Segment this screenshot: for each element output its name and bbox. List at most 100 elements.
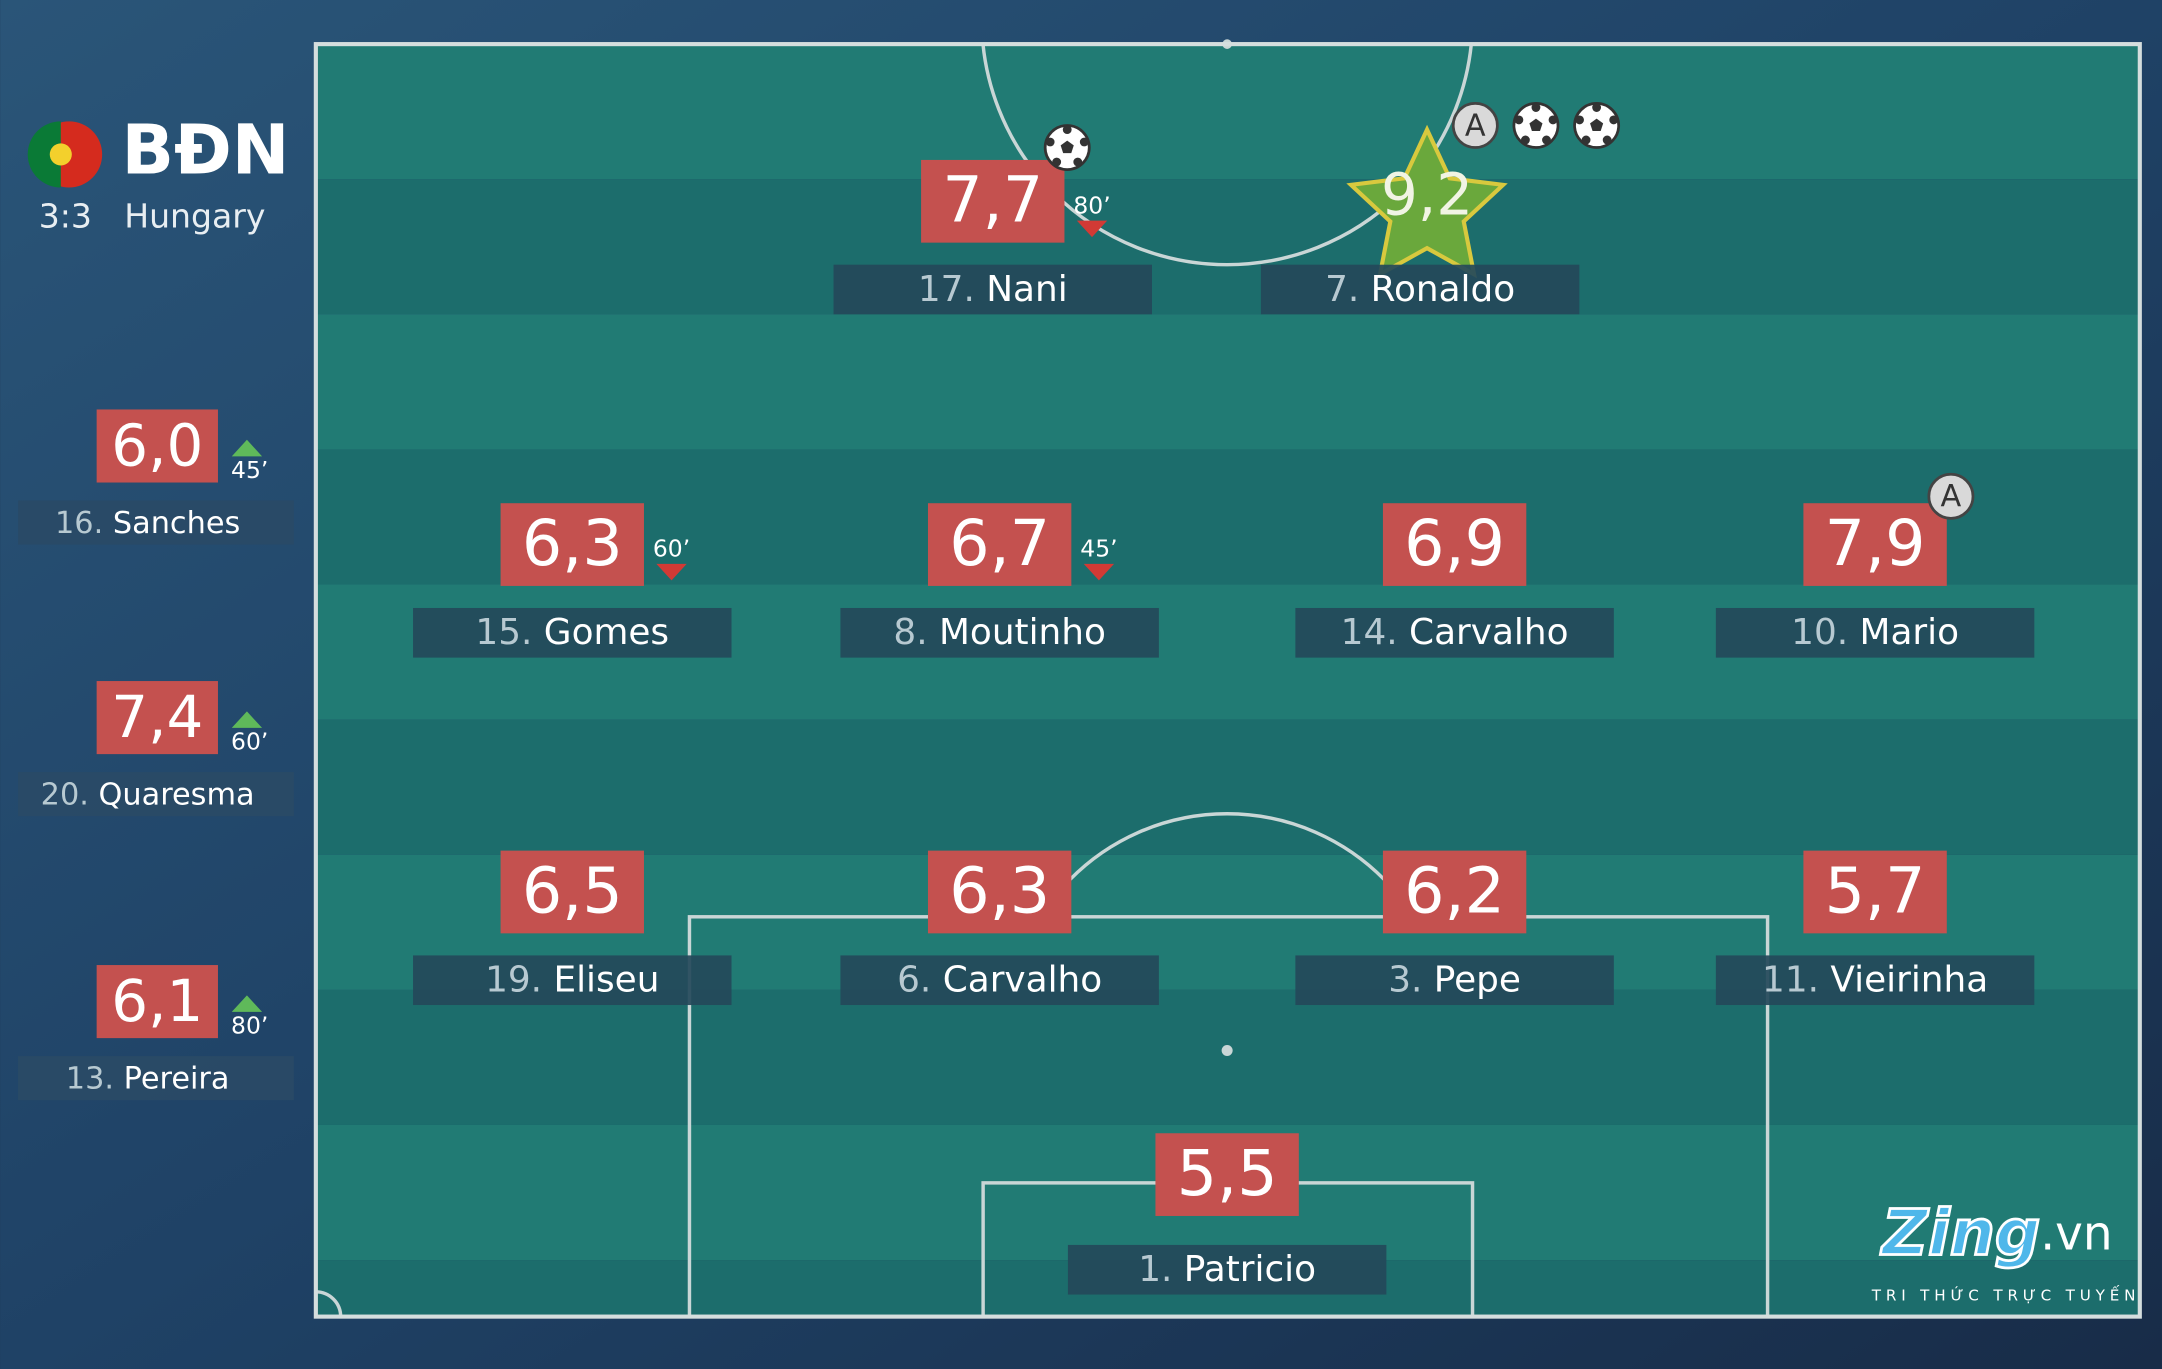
player: 6,2 3. Pepe: [1295, 850, 1614, 1006]
ball-patch: [1052, 157, 1062, 167]
rating: 6,2: [1404, 853, 1505, 927]
assist-icon: [1451, 102, 1499, 149]
rating-box: [927, 503, 1072, 586]
sub-off-arrow: [656, 563, 687, 581]
rating-box: [96, 409, 218, 483]
player-name: Vieirinha: [1830, 960, 1988, 1001]
player: 6,914. Carvalho: [1295, 503, 1614, 658]
logo-text: Zing.vn: [1880, 1195, 2113, 1269]
pitch-stripe: [315, 989, 2140, 1125]
name-bar: [1067, 1244, 1387, 1295]
assist-label: A: [1465, 108, 1486, 143]
goal-icon: [1043, 124, 1091, 171]
rating: 6,7: [949, 506, 1050, 580]
pitch: [315, 44, 2140, 1317]
rating: 5,7: [1825, 853, 1926, 927]
ball-patch: [1521, 135, 1530, 145]
sub-on-arrow: [231, 995, 263, 1012]
player-label: 7. Ronaldo: [1325, 269, 1515, 310]
player-label: 8. Moutinho: [893, 612, 1105, 653]
player-name: Ronaldo: [1371, 269, 1515, 310]
ball-patch: [1542, 135, 1551, 145]
player-number: 8.: [893, 612, 927, 653]
player: 7,9 10. Mario A: [1715, 472, 2035, 658]
player-label: 20. Quaresma: [41, 777, 255, 812]
rating: 6,9: [1404, 506, 1505, 580]
rating-box: [1803, 503, 1947, 586]
ball-patch: [1531, 103, 1541, 112]
sub-minute: 80’: [231, 1012, 268, 1040]
player-name: Pereira: [124, 1061, 230, 1096]
player-name: Carvalho: [943, 960, 1102, 1001]
player-name: Mario: [1860, 612, 1959, 653]
sub-off-arrow: [1076, 220, 1108, 238]
player-number: 17.: [918, 269, 975, 310]
player-label: 15. Gomes: [475, 612, 669, 653]
name-bar: [1295, 607, 1614, 658]
name-bar: [18, 1056, 294, 1101]
ball-patch: [1060, 140, 1074, 154]
player-name: Gomes: [544, 612, 669, 653]
name-bar: [833, 264, 1153, 315]
player-name: Pepe: [1434, 960, 1521, 1001]
team-name: BĐN: [121, 110, 289, 190]
rating-box: [1382, 850, 1527, 934]
penalty-spot: [1221, 1045, 1233, 1057]
logo: Zing.vn TRI THỨC TRỰC TUYẾN: [1871, 1194, 2136, 1305]
player: 7,7 17. Nani 80’: [833, 124, 1153, 315]
player-name: Moutinho: [939, 612, 1106, 653]
player-name: Quaresma: [99, 777, 255, 812]
substitute: 6,0 45’ 16. Sanches: [18, 409, 294, 545]
player-number: 1.: [1138, 1249, 1172, 1290]
player-label: 6. Carvalho: [897, 960, 1102, 1001]
player: 6,3 15. Gomes 60’: [413, 503, 732, 658]
pitch-stripe: [315, 314, 2140, 450]
flag-green: [27, 121, 61, 188]
pitch-border: [313, 42, 2142, 1319]
rating-box: [500, 503, 644, 586]
rating: 7,7: [942, 163, 1043, 237]
rating-box: [1382, 503, 1527, 586]
name-bar: [18, 500, 294, 545]
pitch-stripe: [315, 44, 2140, 180]
rating: 7,9: [1825, 506, 1926, 580]
player-number: 10.: [1791, 612, 1848, 653]
name-bar: [1715, 955, 2035, 1006]
player-name: Nani: [986, 269, 1067, 310]
flag-emblem: [49, 143, 72, 166]
star-badge: [1346, 124, 1508, 279]
rating: 9,2: [1381, 161, 1473, 229]
player-label: 10. Mario: [1791, 612, 1959, 653]
rating-box: [96, 965, 218, 1039]
player-label: 3. Pepe: [1388, 960, 1521, 1001]
name-bar: [1715, 607, 2035, 658]
player-number: 11.: [1762, 960, 1819, 1001]
ball-patch: [1079, 137, 1089, 147]
rating-box: [927, 850, 1072, 934]
logo-brand: Zing: [1880, 1195, 2040, 1269]
player-name: Carvalho: [1409, 612, 1568, 653]
name-bar: [18, 772, 294, 817]
rating: 7,4: [111, 683, 203, 751]
player: 6,7 8. Moutinho 45’: [840, 503, 1159, 658]
sub-minute: 60’: [231, 728, 268, 756]
rating: 6,3: [949, 853, 1050, 927]
rating: 6,0: [111, 412, 203, 480]
player-label: 19. Eliseu: [485, 960, 659, 1001]
goal-icon: [1512, 102, 1560, 149]
sub-off-arrow: [1083, 563, 1115, 581]
sub-minute: 45’: [231, 456, 268, 484]
name-bar: [413, 955, 732, 1006]
player-number: 13.: [66, 1061, 114, 1096]
rating-box: [1155, 1133, 1299, 1216]
player-label: 1. Patricio: [1138, 1249, 1316, 1290]
rating-box: [500, 850, 644, 934]
assist-label: A: [1941, 479, 1962, 514]
rating-box: [921, 159, 1065, 243]
ball-patch: [1529, 118, 1543, 132]
player-name: Patricio: [1184, 1249, 1316, 1290]
player-number: 3.: [1388, 960, 1422, 1001]
assist-icon: [1927, 472, 1975, 520]
rating: 5,5: [1177, 1136, 1278, 1210]
